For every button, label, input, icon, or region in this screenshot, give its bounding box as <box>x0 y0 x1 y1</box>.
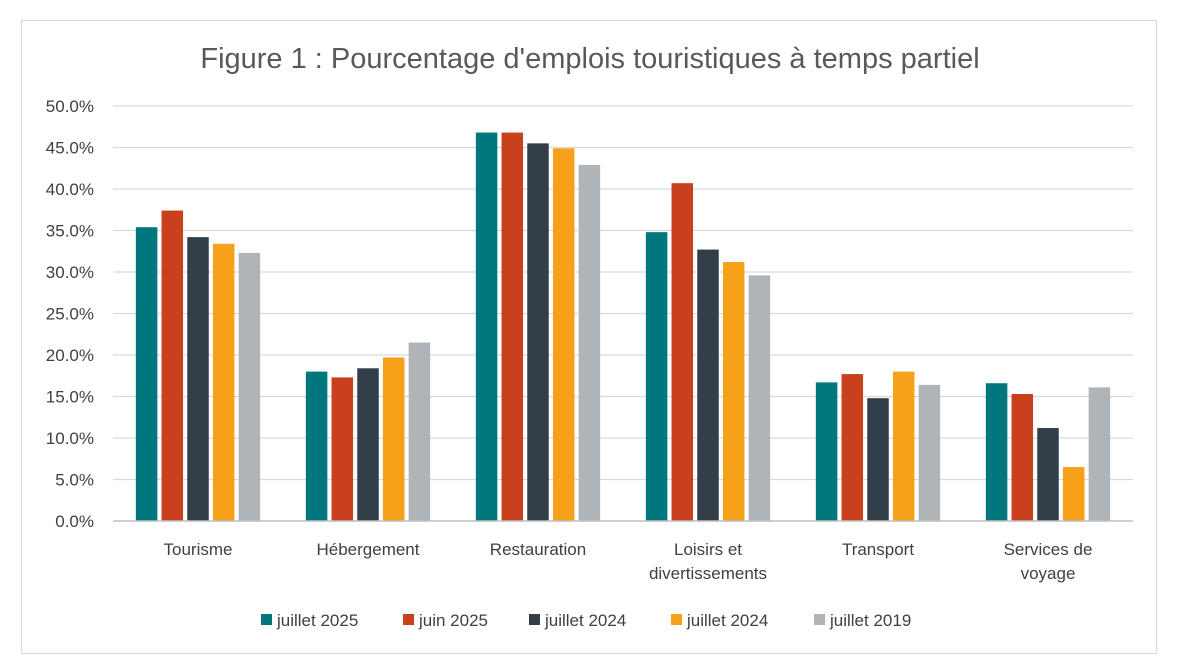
y-tick-label: 10.0% <box>46 429 94 448</box>
bar <box>527 143 549 521</box>
bar <box>501 132 524 521</box>
legend-item: juillet 2025 <box>261 611 358 630</box>
bar <box>357 368 379 521</box>
y-tick-label: 5.0% <box>55 471 94 490</box>
bar <box>187 237 209 521</box>
bar <box>748 275 771 521</box>
bar <box>238 252 261 521</box>
bar <box>1062 467 1085 521</box>
legend-swatch <box>261 614 272 625</box>
legend-item: juin 2025 <box>403 611 488 630</box>
bar <box>552 148 575 521</box>
bar <box>1011 394 1034 521</box>
bar <box>475 132 498 521</box>
bar <box>985 383 1008 521</box>
bar <box>578 164 601 521</box>
x-category-label: Restauration <box>490 540 586 559</box>
bar <box>331 377 354 521</box>
bar <box>408 342 431 521</box>
bar <box>305 371 328 521</box>
bar <box>815 382 838 521</box>
bar <box>1037 428 1059 521</box>
y-tick-label: 45.0% <box>46 139 94 158</box>
legend-label: juillet 2025 <box>276 611 358 630</box>
bar <box>867 398 889 521</box>
legend-label: juillet 2019 <box>829 611 911 630</box>
y-tick-label: 25.0% <box>46 305 94 324</box>
x-category-label: Hébergement <box>316 540 419 559</box>
bar <box>722 262 745 521</box>
bar <box>1088 387 1111 521</box>
legend-swatch <box>529 614 540 625</box>
legend-item: juillet 2024 <box>529 611 626 630</box>
y-tick-label: 20.0% <box>46 346 94 365</box>
bar <box>841 374 864 521</box>
bar <box>135 227 158 521</box>
x-category-label: Services de voyage <box>1004 540 1093 583</box>
y-axis-ticks: 0.0% 5.0% 10.0% 15.0% 20.0% 25.0% 30.0% 35.0% 40… <box>46 97 94 531</box>
bar <box>161 210 184 521</box>
bar <box>892 371 915 521</box>
x-axis: Tourisme Hébergement Restauration Loisirs e… <box>113 520 1133 583</box>
y-tick-label: 0.0% <box>55 512 94 531</box>
x-category-label: Tourisme <box>164 540 233 559</box>
legend-label: juin 2025 <box>418 611 488 630</box>
bars <box>135 132 1111 521</box>
legend-swatch <box>671 614 682 625</box>
legend-label: juillet 2024 <box>544 611 626 630</box>
legend: juillet 2025 juin 2025 juillet 2024 juillet… <box>261 611 911 630</box>
y-tick-label: 30.0% <box>46 263 94 282</box>
bar <box>671 183 694 521</box>
x-category-label: Transport <box>842 540 914 559</box>
legend-label: juillet 2024 <box>686 611 768 630</box>
bar <box>645 232 668 521</box>
legend-item: juillet 2019 <box>814 611 911 630</box>
y-tick-label: 35.0% <box>46 222 94 241</box>
bar <box>697 249 719 521</box>
y-tick-label: 15.0% <box>46 388 94 407</box>
bar <box>212 243 235 521</box>
y-tick-label: 50.0% <box>46 97 94 116</box>
gridlines <box>113 105 1133 481</box>
y-tick-label: 40.0% <box>46 180 94 199</box>
legend-swatch <box>403 614 414 625</box>
legend-swatch <box>814 614 825 625</box>
bar <box>918 384 941 521</box>
x-category-label: Loisirs et divertissements <box>649 540 767 583</box>
bar <box>382 357 405 521</box>
legend-item: juillet 2024 <box>671 611 768 630</box>
chart-title: Figure 1 : Pourcentage d'emplois tourist… <box>200 43 979 75</box>
